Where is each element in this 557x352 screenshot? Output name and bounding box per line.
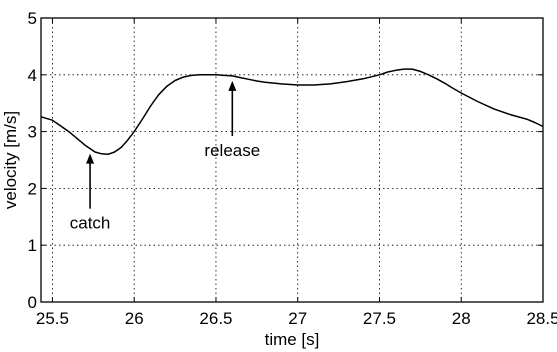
- axis-ticks: [41, 17, 544, 303]
- y-tick-label: 0: [28, 293, 37, 312]
- x-tick-label: 26.5: [199, 309, 232, 328]
- x-tick-labels: 25.5 26 26.5 27 27.5 28 28.5: [36, 309, 557, 328]
- y-tick-label: 2: [28, 179, 37, 198]
- x-tick-label: 28: [452, 309, 471, 328]
- annotation-label-release: release: [204, 141, 260, 160]
- y-axis-label: velocity [m/s]: [1, 111, 20, 209]
- velocity-series-line: [40, 68, 544, 156]
- annotation-arrowhead: [228, 80, 237, 91]
- y-tick-labels: 0 1 2 3 4 5: [28, 9, 37, 312]
- x-tick-label: 28.5: [526, 309, 557, 328]
- y-tick-label: 4: [28, 66, 37, 85]
- x-axis-label: time [s]: [265, 330, 320, 349]
- x-tick-label: 25.5: [36, 309, 69, 328]
- grid-lines: [41, 17, 544, 303]
- x-tick-label: 27.5: [363, 309, 396, 328]
- y-tick-label: 3: [28, 123, 37, 142]
- annotation-arrowhead: [86, 153, 95, 164]
- x-tick-label: 26: [125, 309, 144, 328]
- plot-area-frame: [40, 17, 544, 303]
- y-tick-label: 5: [28, 9, 37, 28]
- y-tick-label: 1: [28, 236, 37, 255]
- annotations: catch release: [70, 80, 260, 233]
- annotation-label-catch: catch: [70, 214, 111, 233]
- x-tick-label: 27: [288, 309, 307, 328]
